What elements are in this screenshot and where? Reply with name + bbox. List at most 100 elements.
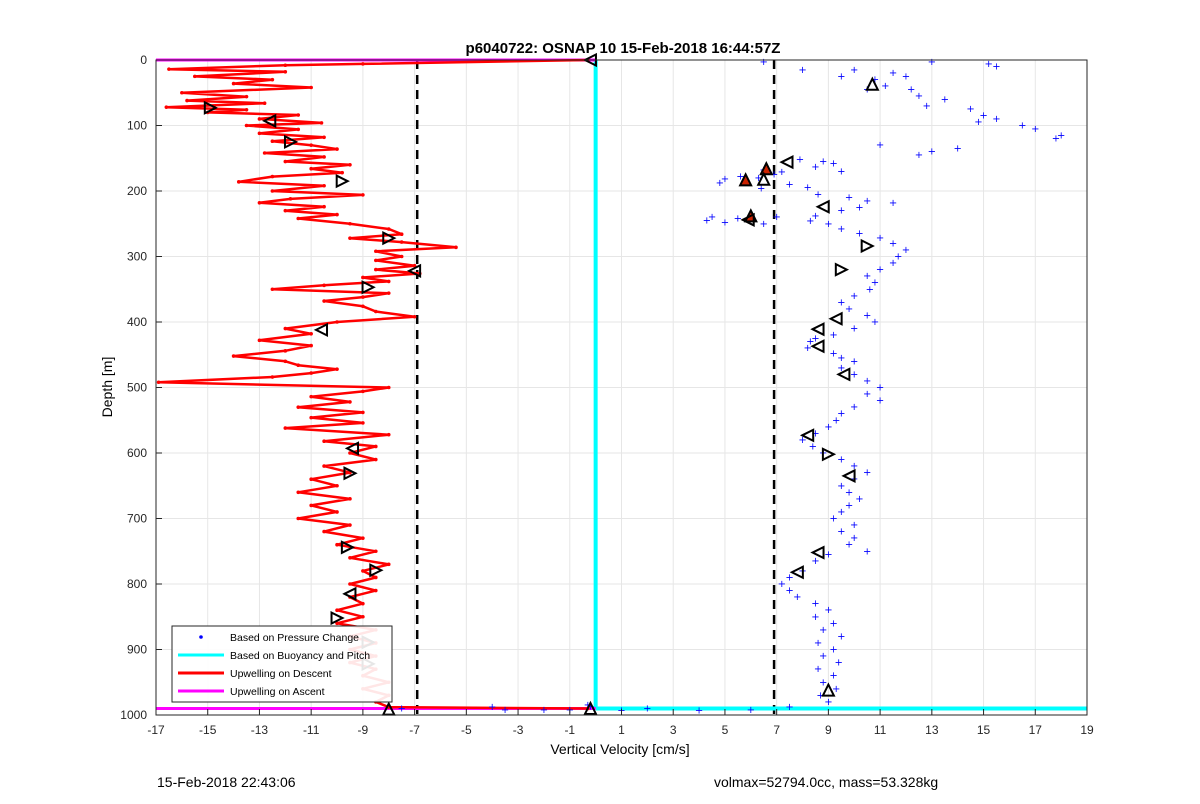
descent-point: [283, 359, 288, 364]
pressure-point: +: [829, 645, 837, 656]
descent-point: [335, 320, 339, 324]
descent-point: [386, 385, 391, 390]
pressure-point: +: [708, 212, 716, 223]
y-tick-label: 700: [127, 512, 147, 526]
x-tick-label: 19: [1080, 723, 1094, 737]
legend-label: Upwelling on Ascent: [230, 686, 325, 698]
data-layer: + + + + + + + + + + + + + + + + + + + + + + + + + + + + + + + + + + + + + + + +…: [156, 52, 1087, 716]
pressure-point: +: [855, 229, 863, 240]
pressure-point: +: [811, 162, 819, 173]
pressure-point: +: [804, 183, 812, 194]
pressure-point: +: [889, 198, 897, 209]
pressure-point: +: [757, 183, 765, 194]
descent-point: [322, 439, 326, 444]
pressure-point: +: [881, 81, 889, 92]
descent-point: [361, 389, 365, 394]
descent-point: [309, 477, 313, 482]
descent-point: [309, 394, 313, 399]
descent-point: [296, 127, 301, 132]
descent-point: [361, 614, 365, 619]
pressure-point: +: [928, 147, 936, 158]
pressure-point: +: [832, 684, 840, 695]
y-tick-label: 200: [127, 184, 147, 198]
footer-volmax-mass: volmax=52794.0cc, mass=53.328kg: [714, 774, 939, 790]
descent-point: [296, 363, 301, 368]
x-tick-label: -3: [513, 723, 524, 737]
descent-point: [309, 503, 313, 508]
descent-point: [236, 180, 241, 184]
pressure-point: +: [915, 150, 923, 161]
descent-point: [309, 415, 313, 420]
x-tick-label: -1: [564, 723, 575, 737]
descent-point: [399, 232, 404, 237]
x-tick-label: -5: [461, 723, 472, 737]
x-tick-label: -9: [358, 723, 369, 737]
pressure-point: +: [992, 114, 1000, 125]
pressure-point: +: [824, 219, 832, 230]
x-tick-label: 17: [1029, 723, 1043, 737]
descent-point: [374, 444, 378, 449]
pressure-point: +: [850, 369, 858, 380]
y-tick-label: 100: [127, 119, 147, 133]
pressure-point: +: [837, 71, 845, 82]
descent-marker: [344, 441, 360, 456]
pressure-marker: [865, 76, 880, 91]
pressure-point: +: [809, 441, 817, 452]
pressure-point: +: [850, 324, 858, 335]
descent-point: [348, 582, 352, 586]
pressure-point: +: [876, 140, 884, 151]
pressure-point: +: [1057, 130, 1065, 141]
descent-marker: [340, 540, 356, 555]
pressure-point: +: [819, 625, 827, 636]
pressure-point: +: [772, 212, 780, 223]
descent-point: [322, 204, 326, 209]
descent-point: [322, 529, 326, 534]
descent-point: [283, 69, 288, 74]
legend-label: Based on Buoyancy and Pitch: [230, 650, 370, 662]
pressure-point: +: [716, 178, 724, 189]
pressure-point: +: [850, 461, 858, 472]
descent-marker: [382, 231, 397, 246]
descent-point: [270, 77, 275, 82]
descent-point: [335, 147, 339, 151]
pressure-point: +: [855, 202, 863, 213]
y-axis-label: Depth [m]: [99, 357, 115, 418]
pressure-point: +: [811, 599, 819, 610]
pressure-point: +: [871, 75, 879, 86]
pressure-point: +: [850, 520, 858, 531]
descent-point: [361, 601, 365, 606]
pressure-point: +: [850, 533, 858, 544]
descent-point: [283, 159, 288, 164]
descent-point: [164, 105, 169, 109]
pressure-point: +: [889, 238, 897, 249]
pressure-point: +: [785, 572, 793, 583]
y-tick-label: 900: [127, 643, 147, 657]
descent-point: [296, 516, 301, 521]
descent-point: [296, 216, 301, 221]
legend-label: Based on Pressure Change: [230, 632, 359, 644]
descent-point: [348, 221, 352, 226]
pressure-point: +: [850, 291, 858, 302]
pressure-point: +: [584, 700, 592, 711]
pressure-point: +: [829, 671, 837, 682]
pressure-point: +: [863, 389, 871, 400]
pressure-marker: [779, 155, 794, 170]
descent-point: [361, 536, 365, 540]
pressure-point: +: [845, 304, 853, 315]
pressure-point: +: [837, 527, 845, 538]
descent-point: [386, 432, 391, 437]
descent-point: [412, 314, 417, 319]
descent-point: [361, 304, 365, 309]
pressure-marker: [756, 171, 771, 186]
descent-point: [257, 338, 262, 343]
descent-point: [348, 451, 352, 455]
pressure-point: +: [922, 101, 930, 112]
pressure-point: +: [850, 356, 858, 367]
descent-point: [374, 457, 378, 462]
descent-point: [399, 240, 404, 244]
pressure-marker: [789, 565, 804, 580]
legend-label: Upwelling on Descent: [230, 668, 332, 680]
descent-point: [244, 94, 249, 99]
y-tick-label: 0: [140, 53, 147, 67]
pressure-point: +: [829, 618, 837, 629]
